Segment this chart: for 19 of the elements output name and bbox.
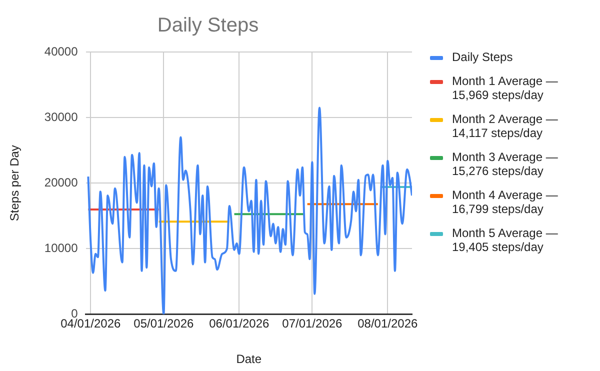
legend-label: Month 2 Average — 14,117 steps/day bbox=[452, 112, 559, 140]
x-tick-label: 06/01/2026 bbox=[209, 316, 270, 331]
y-tick-label: 10000 bbox=[44, 240, 78, 255]
x-tick-label: 05/01/2026 bbox=[134, 316, 194, 331]
x-tick-label: 08/01/2026 bbox=[358, 316, 418, 331]
y-tick-label: 40000 bbox=[44, 44, 78, 58]
chart-title: Daily Steps bbox=[157, 14, 259, 37]
legend-label: Month 5 Average — 19,405 steps/day bbox=[452, 226, 559, 254]
x-tick-label: 07/01/2026 bbox=[282, 316, 343, 331]
y-axis-title: Steps per Day bbox=[8, 145, 22, 222]
x-axis-title: Date bbox=[236, 352, 262, 366]
legend-label: Daily Steps bbox=[452, 50, 514, 64]
y-tick-label: 20000 bbox=[44, 175, 78, 190]
legend-label: Month 3 Average — 15,276 steps/day bbox=[452, 150, 559, 178]
legend-label: Month 4 Average — 16,799 steps/day bbox=[452, 188, 559, 216]
y-tick-label: 30000 bbox=[44, 110, 78, 124]
legend-label: Month 1 Average — 15,969 steps/day bbox=[452, 74, 559, 102]
x-tick-label: 04/01/2026 bbox=[60, 316, 121, 331]
line-series bbox=[87, 106, 412, 314]
